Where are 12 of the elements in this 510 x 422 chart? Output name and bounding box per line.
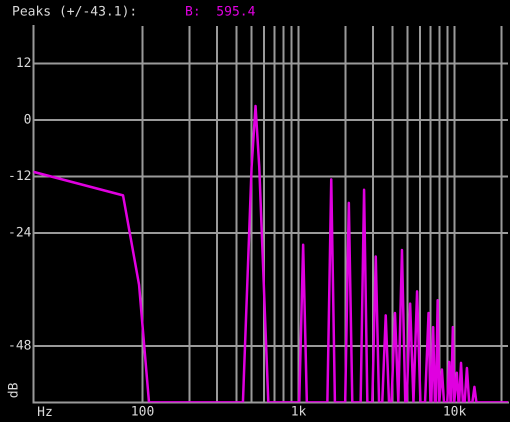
- chart-subtitle: B: 595.4: [185, 4, 256, 20]
- x-tick-label: 100: [130, 404, 154, 420]
- y-tick-label: -48: [8, 338, 32, 354]
- y-tick-label: 0: [24, 112, 32, 128]
- y-tick-label: -12: [8, 168, 32, 184]
- y-axis-title: dB: [6, 382, 22, 398]
- x-tick-label: 1k: [290, 404, 307, 420]
- x-tick-label: 10k: [442, 404, 466, 420]
- chart-title: Peaks (+/-43.1):: [12, 4, 138, 20]
- y-tick-label: -24: [8, 225, 32, 240]
- y-tick-label: 12: [16, 56, 32, 72]
- x-axis-title: Hz: [37, 404, 53, 420]
